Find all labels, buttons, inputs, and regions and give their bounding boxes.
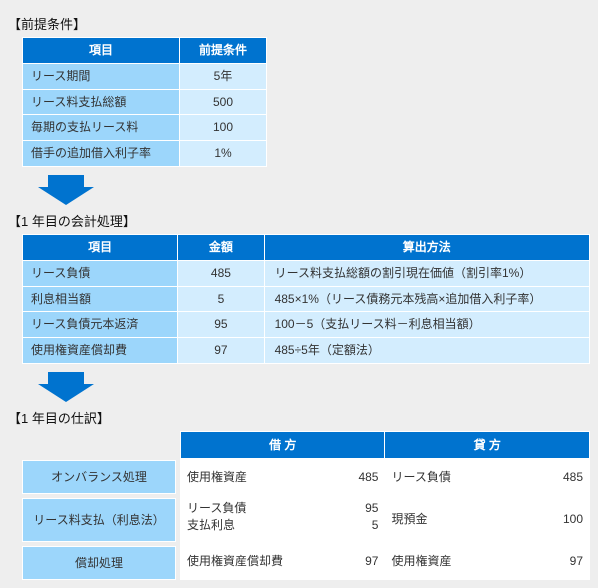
journal-debit-text: リース負債 支払利息 xyxy=(181,495,301,542)
journal-row-labels: オンバランス処理リース料支払（利息法） 償却処理 xyxy=(22,431,180,580)
accounting-table: 項目 金額 算出方法 リース負債485リース料支払総額の割引現在価値（割引率1%… xyxy=(22,234,590,364)
journal-debit-amount: 485 xyxy=(300,459,385,496)
acct-label: リース負債 xyxy=(23,260,178,286)
acct-method: 100－5（支払リース料－利息相当額） xyxy=(264,312,589,338)
journal-credit-text: 現預金 xyxy=(385,495,505,542)
acct-amount: 97 xyxy=(178,338,264,364)
journal-debit-amount: 97 xyxy=(300,543,385,580)
journal-debit-text: 使用権資産償却費 xyxy=(181,543,301,580)
premise-label: 借手の追加借入利子率 xyxy=(23,141,180,167)
journal-table: 借 方 貸 方 使用権資産485リース負債485リース負債 支払利息95 5現預… xyxy=(180,431,590,580)
acct-header-amount: 金額 xyxy=(178,234,264,260)
journal-credit-amount: 485 xyxy=(505,459,590,496)
premises-header-item: 項目 xyxy=(23,38,180,64)
acct-amount: 485 xyxy=(178,260,264,286)
journal-header-debit: 借 方 xyxy=(181,431,385,458)
acct-method: リース料支払総額の割引現在価値（割引率1%） xyxy=(264,260,589,286)
premise-value: 100 xyxy=(180,115,267,141)
acct-method: 485÷5年（定額法） xyxy=(264,338,589,364)
acct-amount: 5 xyxy=(178,286,264,312)
acct-label: リース負債元本返済 xyxy=(23,312,178,338)
journal-credit-amount: 97 xyxy=(505,543,590,580)
journal-debit-amount: 95 5 xyxy=(300,495,385,542)
premise-label: リース料支払総額 xyxy=(23,89,180,115)
journal-credit-amount: 100 xyxy=(505,495,590,542)
premise-value: 5年 xyxy=(180,63,267,89)
acct-method: 485×1%（リース債務元本残高×追加借入利子率） xyxy=(264,286,589,312)
journal-header-credit: 貸 方 xyxy=(385,431,590,458)
accounting-title: 【1 年目の会計処理】 xyxy=(8,211,590,230)
journal-credit-text: 使用権資産 xyxy=(385,543,505,580)
journal-row-label: 償却処理 xyxy=(22,546,176,580)
acct-label: 利息相当額 xyxy=(23,286,178,312)
premises-header-condition: 前提条件 xyxy=(180,38,267,64)
journal-credit-text: リース負債 xyxy=(385,459,505,496)
journal-row-label: リース料支払（利息法） xyxy=(22,498,176,542)
premise-label: リース期間 xyxy=(23,63,180,89)
acct-header-item: 項目 xyxy=(23,234,178,260)
journal-title: 【1 年目の仕訳】 xyxy=(8,408,590,427)
premises-title: 【前提条件】 xyxy=(8,14,590,33)
journal-debit-text: 使用権資産 xyxy=(181,459,301,496)
premise-value: 500 xyxy=(180,89,267,115)
acct-label: 使用権資産償却費 xyxy=(23,338,178,364)
premise-label: 毎期の支払リース料 xyxy=(23,115,180,141)
premise-value: 1% xyxy=(180,141,267,167)
journal-row-label: オンバランス処理 xyxy=(22,460,176,494)
down-arrow-icon xyxy=(38,366,590,402)
acct-header-method: 算出方法 xyxy=(264,234,589,260)
down-arrow-icon xyxy=(38,169,590,205)
premises-table: 項目 前提条件 リース期間5年 リース料支払総額500 毎期の支払リース料100… xyxy=(22,37,267,167)
acct-amount: 95 xyxy=(178,312,264,338)
